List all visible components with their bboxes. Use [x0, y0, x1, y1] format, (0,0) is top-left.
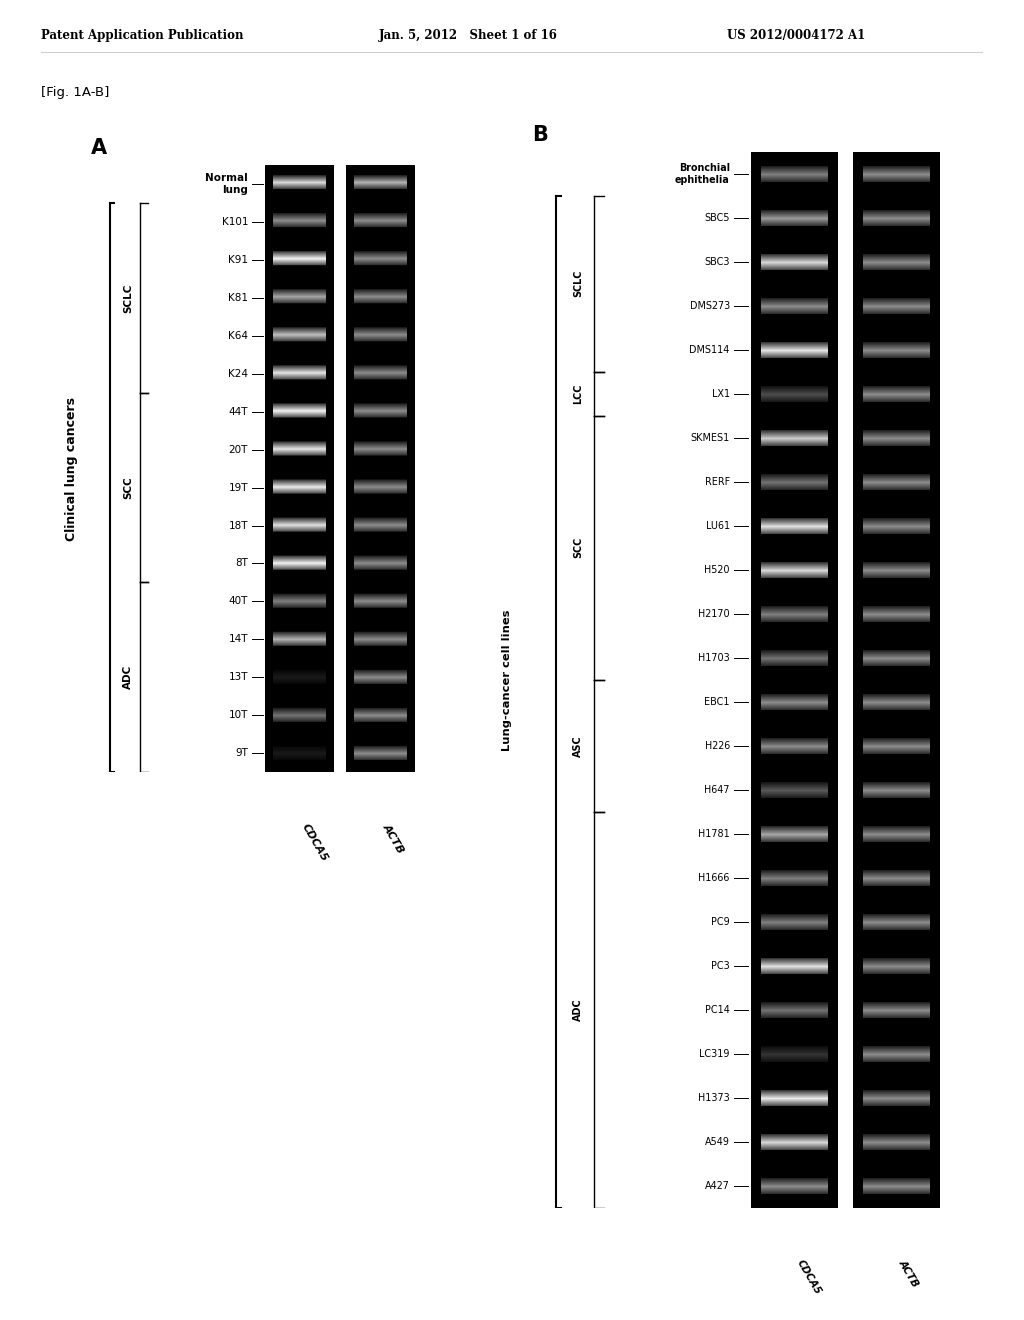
Text: ACTB: ACTB	[897, 1258, 921, 1288]
Text: US 2012/0004172 A1: US 2012/0004172 A1	[727, 29, 865, 42]
Text: H1666: H1666	[698, 873, 730, 883]
Text: Jan. 5, 2012   Sheet 1 of 16: Jan. 5, 2012 Sheet 1 of 16	[379, 29, 558, 42]
Text: PC9: PC9	[711, 917, 730, 927]
Text: Lung-cancer cell lines: Lung-cancer cell lines	[502, 609, 512, 751]
Text: SBC5: SBC5	[705, 213, 730, 223]
Text: 8T: 8T	[236, 558, 248, 569]
Text: ADC: ADC	[123, 665, 133, 689]
Text: H1373: H1373	[698, 1093, 730, 1102]
Text: [Fig. 1A-B]: [Fig. 1A-B]	[41, 86, 110, 99]
Text: 18T: 18T	[228, 520, 248, 531]
Text: K81: K81	[228, 293, 248, 302]
Text: LX1: LX1	[712, 389, 730, 399]
Text: H226: H226	[705, 741, 730, 751]
Text: LCC: LCC	[573, 384, 584, 404]
Text: SBC3: SBC3	[705, 257, 730, 267]
Text: SCC: SCC	[123, 477, 133, 499]
Text: A549: A549	[705, 1137, 730, 1147]
Text: Bronchial
ephithelia: Bronchial ephithelia	[675, 162, 730, 185]
Text: Normal
lung: Normal lung	[206, 173, 248, 195]
Text: H1781: H1781	[698, 829, 730, 838]
Text: Patent Application Publication: Patent Application Publication	[41, 29, 244, 42]
Text: CDCA5: CDCA5	[795, 1258, 822, 1296]
Text: PC14: PC14	[705, 1005, 730, 1015]
Text: ACTB: ACTB	[381, 822, 406, 855]
Text: LU61: LU61	[706, 521, 730, 531]
Text: SCLC: SCLC	[573, 271, 584, 297]
Text: LC319: LC319	[699, 1049, 730, 1059]
Text: H1703: H1703	[698, 653, 730, 663]
Text: 14T: 14T	[228, 635, 248, 644]
Text: 10T: 10T	[228, 710, 248, 721]
Text: 20T: 20T	[228, 445, 248, 454]
Text: K91: K91	[228, 255, 248, 265]
Text: H2170: H2170	[698, 609, 730, 619]
Text: CDCA5: CDCA5	[300, 822, 330, 863]
Text: SCC: SCC	[573, 537, 584, 558]
Text: 9T: 9T	[236, 748, 248, 758]
Text: B: B	[532, 125, 548, 145]
Text: SKMES1: SKMES1	[690, 433, 730, 442]
Text: K64: K64	[228, 331, 248, 341]
Text: H647: H647	[705, 785, 730, 795]
Text: 19T: 19T	[228, 483, 248, 492]
Text: K101: K101	[221, 216, 248, 227]
Text: 44T: 44T	[228, 407, 248, 417]
Text: A427: A427	[705, 1181, 730, 1191]
Text: SCLC: SCLC	[123, 282, 133, 313]
Text: DMS273: DMS273	[689, 301, 730, 310]
Text: K24: K24	[228, 368, 248, 379]
Text: 13T: 13T	[228, 672, 248, 682]
Text: EBC1: EBC1	[705, 697, 730, 706]
Text: ASC: ASC	[573, 735, 584, 756]
Text: ADC: ADC	[573, 998, 584, 1022]
Text: Clinical lung cancers: Clinical lung cancers	[65, 396, 78, 541]
Text: PC3: PC3	[711, 961, 730, 970]
Text: H520: H520	[705, 565, 730, 574]
Text: 40T: 40T	[228, 597, 248, 606]
Text: RERF: RERF	[705, 477, 730, 487]
Text: DMS114: DMS114	[689, 345, 730, 355]
Text: A: A	[91, 139, 108, 158]
